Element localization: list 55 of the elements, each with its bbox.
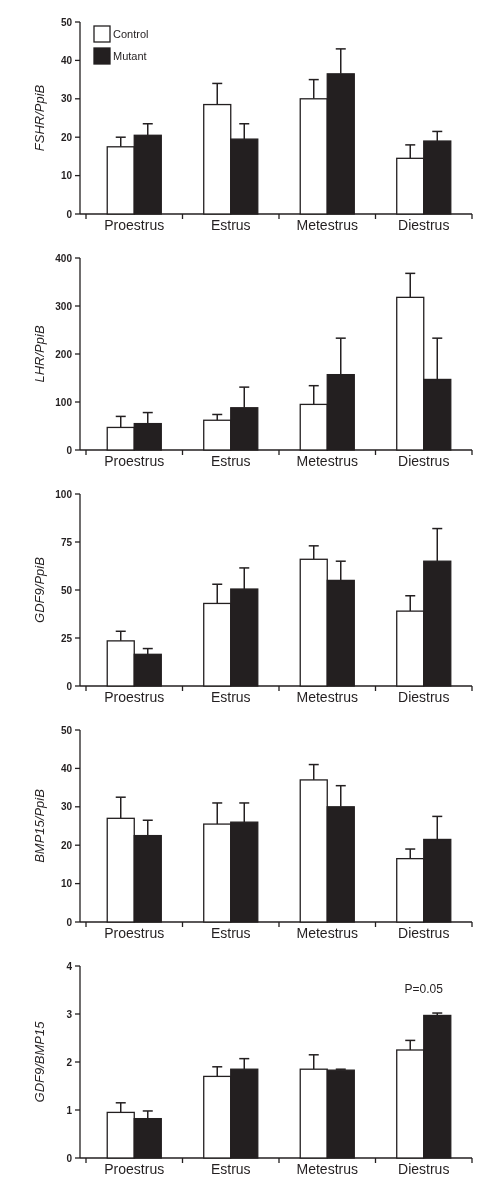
y-axis-title: LHR/PpiB — [32, 325, 47, 383]
y-tick-label: 10 — [60, 878, 73, 890]
legend-label: Control — [113, 27, 149, 40]
x-tick-label: Proestrus — [104, 217, 165, 233]
x-tick-label: Diestrus — [398, 1161, 450, 1177]
y-tick-label: 0 — [66, 680, 73, 692]
x-tick-label: Diestrus — [398, 925, 450, 941]
y-tick-label: 1 — [66, 1104, 73, 1116]
x-tick-label: Estrus — [210, 1161, 251, 1177]
y-tick-label: 100 — [55, 396, 73, 408]
x-tick-label: Estrus — [210, 217, 251, 233]
annotation: P=0.05 — [404, 982, 444, 997]
y-tick-label: 30 — [60, 801, 73, 813]
x-tick-label: Metestrus — [296, 217, 358, 233]
y-axis-title: BMP15/PpiB — [32, 788, 47, 863]
y-axis-title: GDF9/PpiB — [32, 556, 47, 623]
y-tick-label: 0 — [66, 444, 73, 456]
x-tick-label: Metestrus — [296, 1161, 358, 1177]
y-tick-label: 10 — [60, 170, 73, 182]
y-tick-label: 200 — [55, 348, 73, 360]
y-tick-label: 40 — [60, 762, 73, 774]
y-tick-label: 20 — [60, 839, 73, 851]
x-tick-label: Proestrus — [104, 925, 165, 941]
y-tick-label: 20 — [60, 131, 73, 143]
y-tick-label: 50 — [60, 724, 73, 736]
y-tick-label: 50 — [60, 16, 73, 28]
x-tick-label: Proestrus — [104, 453, 165, 469]
legend-label: Mutant — [113, 49, 147, 62]
x-tick-label: Metestrus — [296, 689, 358, 705]
y-tick-label: 400 — [55, 252, 73, 264]
y-tick-label: 2 — [66, 1056, 73, 1068]
y-tick-label: 4 — [66, 960, 73, 972]
x-tick-label: Diestrus — [398, 217, 450, 233]
x-tick-label: Metestrus — [296, 925, 358, 941]
y-tick-label: 50 — [60, 584, 73, 596]
y-tick-label: 0 — [66, 208, 73, 220]
y-tick-label: 300 — [55, 300, 73, 312]
x-tick-label: Diestrus — [398, 689, 450, 705]
x-tick-label: Proestrus — [104, 689, 165, 705]
y-axis-title: GDF9/BMP15 — [32, 1020, 47, 1103]
y-tick-label: 0 — [66, 1152, 73, 1164]
x-tick-label: Diestrus — [398, 453, 450, 469]
y-tick-label: 40 — [60, 54, 73, 66]
x-tick-label: Proestrus — [104, 1161, 165, 1177]
x-tick-label: Estrus — [210, 925, 251, 941]
y-tick-label: 100 — [55, 488, 73, 500]
x-tick-label: Estrus — [210, 453, 251, 469]
y-tick-label: 0 — [66, 916, 73, 928]
y-tick-label: 30 — [60, 93, 73, 105]
x-tick-label: Metestrus — [296, 453, 358, 469]
y-tick-label: 3 — [66, 1008, 73, 1020]
y-tick-label: 25 — [60, 632, 73, 644]
x-tick-label: Estrus — [210, 689, 251, 705]
y-axis-title: FSHR/PpiB — [32, 84, 47, 152]
y-tick-label: 75 — [60, 536, 73, 548]
